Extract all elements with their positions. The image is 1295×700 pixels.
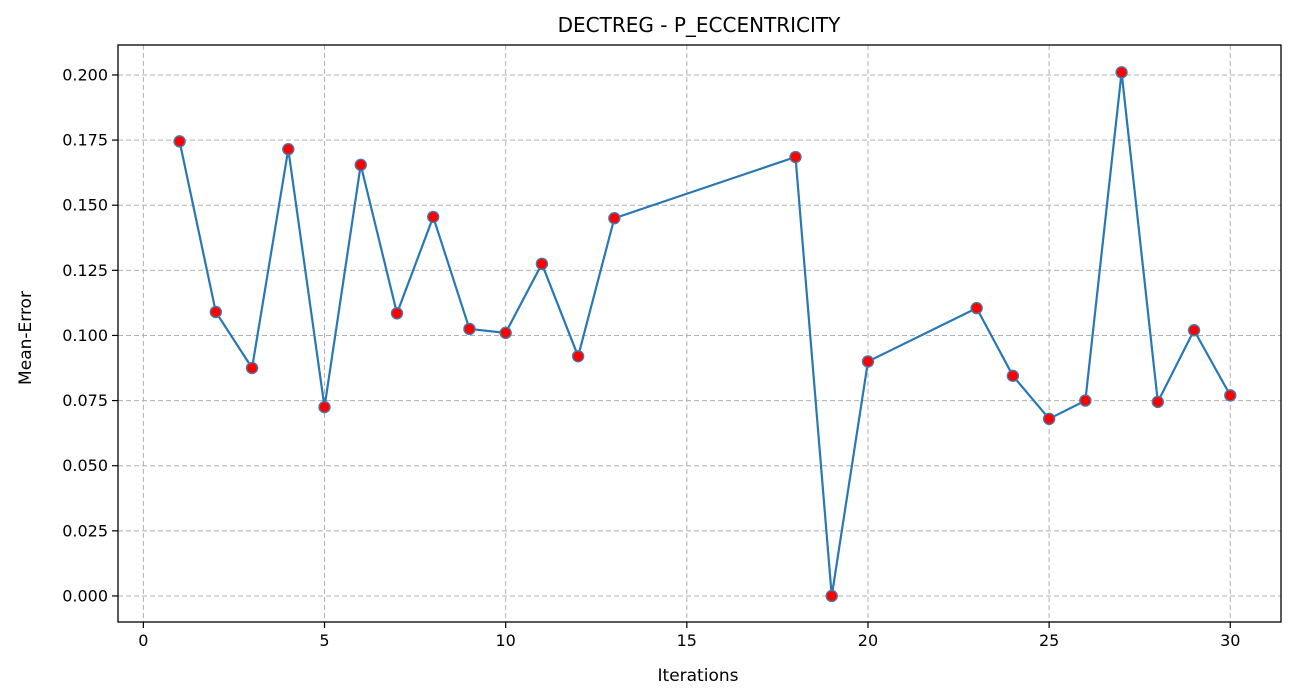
data-point (173, 135, 186, 148)
data-point (789, 150, 802, 164)
y-axis-label: Mean-Error (16, 291, 36, 385)
data-point (1187, 324, 1201, 337)
y-tick-label: 0.175 (62, 131, 108, 150)
x-tick-label: 10 (495, 631, 515, 650)
axes-frame (117, 44, 1282, 623)
data-point (825, 589, 838, 603)
data-point (354, 158, 367, 172)
data-point (970, 301, 983, 315)
series-layer (173, 66, 1237, 603)
y-tick-label: 0.075 (62, 391, 108, 410)
data-point (1079, 394, 1092, 407)
chart-title: DECTREG - P_ECCENTRICITY (558, 13, 841, 37)
data-point (861, 355, 875, 368)
data-point (1115, 66, 1128, 79)
y-axis-ticks: 0.000 0.025 0.050 0.075 0.100 0.125 0.150 0.175… (62, 65, 118, 605)
y-tick-label: 0.050 (62, 456, 108, 475)
data-point (499, 326, 512, 340)
y-tick-label: 0.150 (62, 196, 108, 215)
x-tick-label: 0 (138, 631, 148, 650)
x-tick-label: 25 (1039, 631, 1059, 650)
data-point (282, 142, 295, 156)
x-tick-label: 15 (677, 631, 697, 650)
data-point (1006, 369, 1020, 383)
x-axis-ticks: 0 5 10 15 20 25 30 (138, 622, 1240, 650)
y-tick-label: 0.000 (62, 586, 108, 605)
y-tick-label: 0.100 (62, 326, 108, 345)
data-point (608, 212, 621, 225)
data-point (463, 322, 476, 336)
data-point (245, 361, 259, 375)
data-point (209, 305, 223, 319)
series-line (178, 71, 1232, 598)
y-tick-label: 0.200 (62, 65, 108, 84)
x-tick-label: 30 (1220, 631, 1240, 650)
x-tick-label: 5 (319, 631, 329, 650)
data-point (535, 257, 549, 271)
data-point (318, 400, 331, 414)
y-tick-label: 0.025 (62, 521, 108, 540)
x-tick-label: 20 (858, 631, 878, 650)
data-point (1224, 389, 1237, 402)
data-point (427, 210, 440, 224)
data-point (571, 350, 585, 363)
x-axis-label: Iterations (658, 666, 739, 686)
data-point (390, 307, 404, 320)
grid-lines (118, 45, 1281, 622)
data-point (1042, 412, 1056, 426)
data-point (1151, 395, 1165, 409)
plot-area-border (117, 44, 1282, 623)
y-tick-label: 0.125 (62, 261, 108, 280)
